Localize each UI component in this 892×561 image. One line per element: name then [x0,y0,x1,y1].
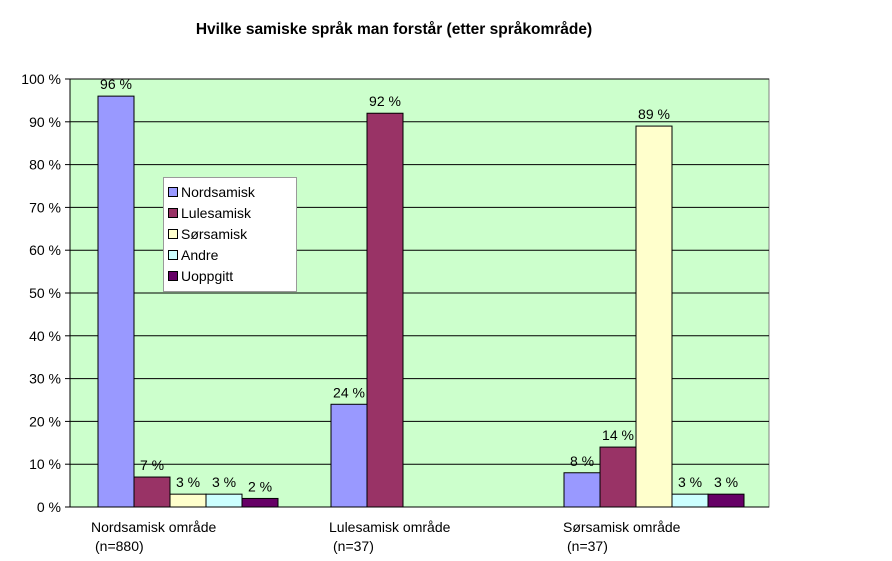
data-label: 3 % [714,474,738,490]
y-tick-label: 50 % [29,285,61,301]
bar [169,493,207,508]
bar [366,112,404,508]
y-tick-label: 80 % [29,157,61,173]
legend-swatch-sorsamisk [168,228,178,239]
legend-swatch-nordsamisk [168,186,178,197]
legend-label: Sørsamisk [181,225,248,242]
legend-swatch-lulesamisk [168,207,178,218]
data-label: 3 % [678,474,702,490]
bar [241,497,279,508]
legend-item-nordsamisk: Nordsamisk [168,181,296,202]
bar [97,95,135,508]
legend-label: Uoppgitt [181,267,234,284]
data-label: 96 % [100,76,132,92]
legend-item-sorsamisk: Sørsamisk [168,223,296,244]
data-label: 3 % [212,474,236,490]
bar [563,472,601,508]
y-tick-label: 100 % [21,71,61,87]
chart-legend: Nordsamisk Lulesamisk Sørsamisk Andre Uo… [163,177,297,292]
bar [635,125,673,508]
legend-item-lulesamisk: Lulesamisk [168,202,296,223]
legend-swatch-andre [168,249,178,260]
legend-item-uoppgitt: Uoppgitt [168,265,296,286]
bar [671,493,709,508]
bar [707,493,745,508]
category-sub-lulesamisk: (n=37) [333,538,374,554]
data-label: 89 % [638,106,670,122]
bar [330,403,368,508]
data-label: 14 % [602,427,634,443]
category-label-sorsamisk: Sørsamisk område [563,519,681,535]
y-tick-label: 20 % [29,413,61,429]
legend-label: Lulesamisk [181,204,252,221]
category-sub-sorsamisk: (n=37) [567,538,608,554]
bar [133,476,171,508]
y-tick-label: 90 % [29,114,61,130]
legend-label: Andre [181,246,219,263]
bar [205,493,243,508]
legend-swatch-uoppgitt [168,270,178,281]
bar [599,446,637,508]
legend-label: Nordsamisk [181,183,255,200]
chart-title: Hvilke samiske språk man forstår (etter … [195,21,593,38]
data-label: 92 % [369,93,401,109]
data-label: 2 % [248,478,272,494]
y-tick-label: 60 % [29,242,61,258]
category-label-lulesamisk: Lulesamisk område [329,519,451,535]
data-label: 3 % [176,474,200,490]
data-label: 7 % [140,457,164,473]
data-label: 8 % [570,453,594,469]
y-tick-label: 30 % [29,371,61,387]
legend-item-andre: Andre [168,244,296,265]
y-tick-label: 70 % [29,199,61,215]
y-tick-label: 10 % [29,456,61,472]
y-tick-label: 0 % [37,499,61,515]
data-label: 24 % [333,384,365,400]
category-label-nordsamisk: Nordsamisk område [91,519,217,535]
y-tick-label: 40 % [29,328,61,344]
category-sub-nordsamisk: (n=880) [95,538,144,554]
